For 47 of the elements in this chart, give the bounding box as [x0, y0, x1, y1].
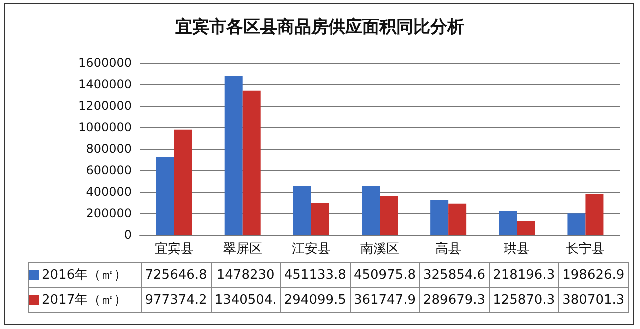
bar	[586, 194, 604, 235]
data-label: 725646.8	[142, 262, 212, 288]
bar	[293, 186, 312, 235]
y-tick-label: 200000	[86, 206, 132, 220]
data-label: 361747.9	[350, 288, 420, 312]
x-tick-label: 翠屏区	[223, 242, 262, 257]
y-tick-label: 1000000	[78, 120, 132, 134]
bar	[311, 203, 330, 235]
data-label: 1340504.	[211, 288, 281, 312]
x-tick-label: 珙县	[504, 242, 530, 257]
data-label: 218196.3	[489, 262, 559, 288]
x-tick-label: 长宁县	[566, 241, 606, 257]
y-tick-label: 400000	[86, 185, 132, 199]
data-label: 451133.8	[280, 262, 350, 288]
y-tick-label: 1600000	[78, 56, 132, 70]
data-label: 198626.9	[558, 262, 628, 288]
x-tick-label: 江安县	[292, 241, 331, 257]
bar	[224, 76, 243, 235]
y-tick-label: 600000	[86, 164, 132, 178]
data-label: 380701.3	[558, 288, 628, 312]
legend-label: 2017年（㎡）	[28, 288, 142, 312]
y-tick-label: 1400000	[78, 78, 132, 92]
y-tick-label: 1200000	[78, 99, 132, 113]
y-tick-label: 0	[124, 228, 132, 242]
legend-label: 2016年（㎡）	[28, 262, 142, 288]
x-tick-label: 宜宾县	[154, 241, 194, 257]
bar	[499, 212, 518, 235]
bar	[568, 214, 586, 235]
data-label: 294099.5	[280, 288, 350, 312]
chart-title: 宜宾市各区县商品房供应面积同比分析	[176, 18, 464, 38]
data-label: 977374.2	[142, 288, 212, 312]
x-tick-label: 南溪区	[360, 242, 400, 257]
data-label: 125870.3	[489, 288, 559, 312]
bar	[517, 221, 536, 235]
data-label: 1478230	[211, 262, 281, 288]
data-label: 325854.6	[420, 262, 490, 288]
bar	[430, 200, 449, 235]
bar	[242, 90, 261, 235]
data-label: 450975.8	[350, 262, 420, 288]
bar	[448, 204, 467, 235]
bar	[174, 130, 192, 235]
bar	[362, 186, 380, 235]
bar	[156, 156, 174, 235]
data-label: 289679.3	[420, 288, 490, 312]
bar	[380, 196, 398, 235]
y-tick-label: 800000	[86, 142, 132, 156]
x-tick-label: 高县	[436, 241, 462, 257]
